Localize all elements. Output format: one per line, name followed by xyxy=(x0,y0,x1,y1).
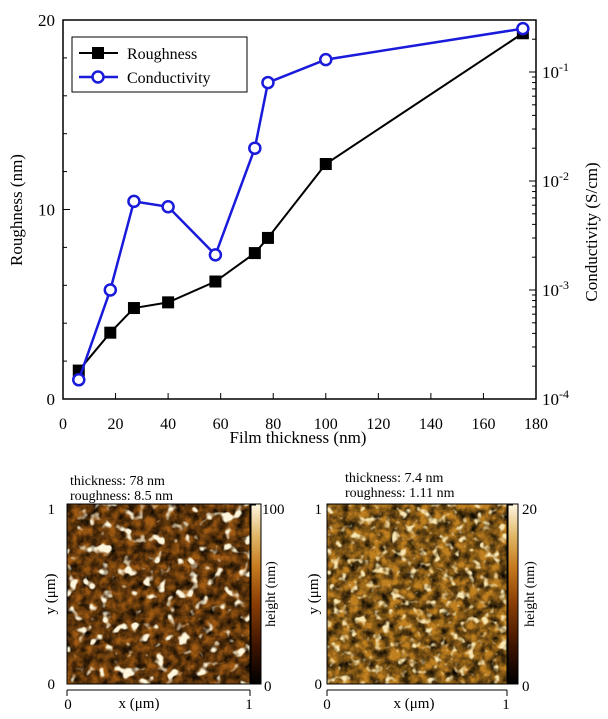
x-axis-ticks: 0 20 40 60 80 100 120 140 160 180 xyxy=(59,393,548,433)
afm-a-thickness: thickness: 78 nm xyxy=(70,474,165,489)
afm-b-colorbar xyxy=(507,503,519,685)
afm-b-roughness: roughness: 1.11 nm xyxy=(345,486,455,501)
afm-a-cbar-top: 100 xyxy=(262,502,285,518)
afm-b-xlabel: x (μm) xyxy=(394,696,435,712)
afm-b-thickness: thickness: 7.4 nm xyxy=(345,471,443,486)
x-tick-label: 120 xyxy=(366,416,390,433)
x-tick-label: 20 xyxy=(108,416,124,433)
legend-conductivity-label: Conductivity xyxy=(127,70,211,87)
roughness-point xyxy=(248,247,261,260)
y2-tick-label: 10-2 xyxy=(542,169,569,191)
afm-a-colorbar xyxy=(250,503,262,685)
afm-a-xaxis xyxy=(66,689,251,696)
y2-tick-label: 10-1 xyxy=(542,60,569,82)
afm-a-cbar-bottom: 0 xyxy=(264,679,272,695)
afm-b-xtick-0: 0 xyxy=(323,697,331,713)
series-layer xyxy=(72,21,530,387)
x-tick-label: 100 xyxy=(314,416,338,433)
roughness-point xyxy=(127,302,140,315)
y-tick-label: 0 xyxy=(47,390,56,409)
afm-a-xtick-0: 0 xyxy=(64,697,72,713)
x-tick-label: 140 xyxy=(419,416,443,433)
conductivity-point xyxy=(319,52,333,67)
y-axis-ticks: 0 10 20 xyxy=(38,11,70,409)
y-axis-label: Roughness (nm) xyxy=(7,154,26,266)
roughness-point xyxy=(162,296,175,309)
afm-b-xaxis xyxy=(326,689,508,696)
afm-a-image xyxy=(66,503,251,685)
afm-b-ytick-1: 1 xyxy=(315,502,323,518)
afm-a-ytick-0: 0 xyxy=(48,677,56,693)
x-tick-label: 0 xyxy=(59,416,67,433)
legend-roughness-label: Roughness xyxy=(127,46,197,63)
afm-a-ytick-1: 1 xyxy=(48,502,56,518)
afm-b-xtick-1: 1 xyxy=(502,697,510,713)
legend: Roughness Conductivity xyxy=(71,36,248,93)
roughness-point xyxy=(261,231,274,244)
afm-b-cbar-label: height (nm) xyxy=(523,561,538,627)
y-tick-label: 10 xyxy=(38,201,55,220)
conductivity-point xyxy=(72,373,86,387)
x-axis-label: Film thickness (nm) xyxy=(230,428,367,447)
x-tick-label: 180 xyxy=(524,416,548,433)
afm-a-ylabel: y (μm) xyxy=(43,574,59,615)
conductivity-point xyxy=(261,75,275,90)
afm-a-xlabel: x (μm) xyxy=(119,696,160,712)
x-tick-label: 60 xyxy=(213,416,229,433)
afm-panel-a: thickness: 78 nm roughness: 8.5 nm 100 0… xyxy=(43,474,285,713)
afm-a-cbar-label: height (nm) xyxy=(264,561,279,627)
afm-b-ytick-0: 0 xyxy=(315,677,323,693)
x-tick-label: 160 xyxy=(471,416,495,433)
legend-conductivity-marker xyxy=(91,70,105,84)
y2-axis-ticks: 10-4 10-3 10-2 10-1 xyxy=(529,19,569,409)
conductivity-point xyxy=(516,21,530,36)
roughness-point xyxy=(104,326,117,339)
legend-roughness-marker xyxy=(92,47,104,59)
afm-a-xtick-1: 1 xyxy=(245,697,253,713)
y2-axis-label: Conductivity (S/cm) xyxy=(582,162,601,301)
roughness-point xyxy=(209,275,222,288)
x-tick-label: 80 xyxy=(265,416,281,433)
roughness-point xyxy=(319,158,332,171)
afm-b-image xyxy=(326,503,508,685)
afm-b-ylabel: y (μm) xyxy=(306,574,322,615)
afm-b-cbar-bottom: 0 xyxy=(522,679,530,695)
y2-tick-label: 10-3 xyxy=(542,278,569,300)
afm-a-roughness: roughness: 8.5 nm xyxy=(70,489,173,504)
conductivity-point xyxy=(208,248,223,262)
conductivity-point xyxy=(127,194,141,209)
conductivity-point xyxy=(103,283,118,297)
y-tick-label: 20 xyxy=(38,11,55,30)
afm-panel-b: thickness: 7.4 nm roughness: 1.11 nm 20 … xyxy=(306,471,538,713)
y2-tick-label: 10-4 xyxy=(542,387,569,409)
conductivity-point xyxy=(248,141,262,155)
afm-b-cbar-top: 20 xyxy=(522,502,537,518)
x-tick-label: 40 xyxy=(160,416,176,433)
conductivity-point xyxy=(161,200,175,214)
